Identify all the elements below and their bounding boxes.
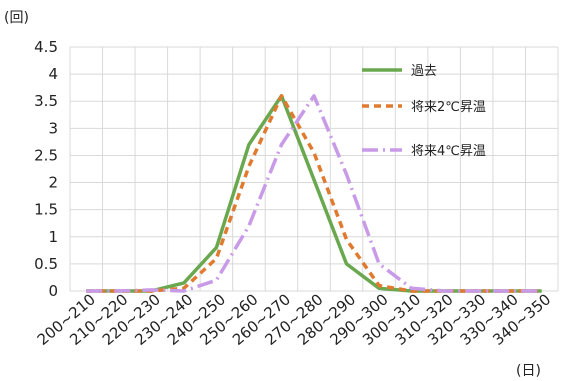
y-tick-label-9: 4.5 [34, 38, 58, 56]
y-tick-label-3: 1.5 [34, 201, 58, 219]
y-tick-label-2: 1 [48, 228, 58, 246]
grid [69, 46, 559, 292]
series-lines [86, 94, 542, 293]
series-line-0 [86, 94, 542, 293]
y-tick-label-4: 2 [48, 174, 58, 192]
y-unit-label: (回) [4, 10, 29, 26]
x-ticks: 200~210210~220220~230230~240240~250250~2… [34, 290, 555, 349]
y-tick-label-1: 0.5 [34, 255, 58, 273]
legend-label-1: 将来2℃昇温 [411, 100, 486, 115]
x-unit-label: (日) [516, 363, 541, 379]
legend-label-2: 将来4℃昇温 [411, 144, 486, 159]
y-tick-label-5: 2.5 [34, 146, 58, 164]
series-line-1 [86, 94, 542, 293]
y-tick-label-7: 3.5 [34, 92, 58, 110]
y-ticks: 0 0.5 1 1.5 2 2.5 3 3.5 4 4.5 [34, 38, 58, 300]
y-tick-label-8: 4 [48, 65, 58, 83]
y-tick-label-6: 3 [48, 119, 58, 137]
y-tick-label-0: 0 [48, 282, 58, 300]
series-line-2 [86, 94, 542, 293]
legend-label-0: 過去 [411, 64, 437, 79]
